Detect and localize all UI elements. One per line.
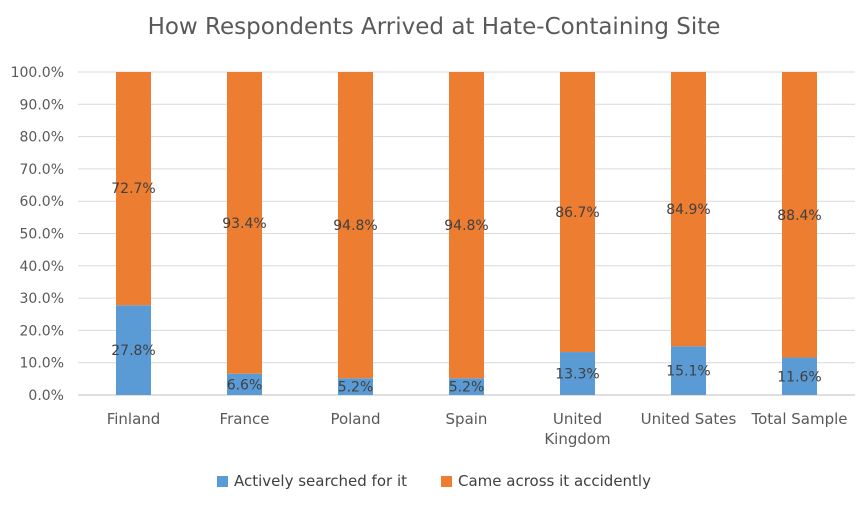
bar-searched [116, 305, 151, 395]
bar-accidental [227, 72, 262, 374]
x-tick-label: Total Sample [750, 410, 847, 428]
data-label-accidental: 93.4% [222, 216, 266, 232]
data-label-accidental: 84.9% [666, 202, 710, 218]
x-tick-label: United Sates [641, 410, 737, 428]
bar-searched [338, 378, 373, 395]
bar-accidental [449, 72, 484, 379]
legend-swatch-searched [217, 475, 228, 487]
x-tick-label: Finland [107, 410, 161, 428]
y-tick-label: 0.0% [28, 388, 64, 404]
data-label-searched: 13.3% [555, 367, 599, 383]
x-tick-label: United [553, 410, 602, 428]
bar-searched [560, 352, 595, 395]
x-tick-label: Kingdom [544, 430, 610, 448]
bar-searched [449, 378, 484, 395]
legend-swatch-accidental [441, 475, 452, 487]
data-label-searched: 6.6% [227, 377, 263, 393]
data-label-searched: 15.1% [666, 364, 710, 380]
data-label-accidental: 72.7% [111, 181, 155, 197]
x-tick-label: France [220, 410, 270, 428]
chart-title: How Respondents Arrived at Hate-Containi… [147, 14, 721, 40]
data-label-accidental: 94.8% [444, 218, 488, 234]
bar-accidental [671, 72, 706, 347]
data-label-accidental: 94.8% [333, 218, 377, 234]
y-tick-label: 50.0% [20, 227, 64, 243]
y-tick-label: 60.0% [20, 194, 64, 210]
x-tick-label: Spain [446, 410, 488, 428]
y-tick-label: 40.0% [20, 259, 64, 275]
data-label-searched: 5.2% [338, 380, 374, 396]
legend-item-searched: Actively searched for it [217, 472, 407, 490]
bar-accidental [116, 72, 151, 306]
data-label-accidental: 86.7% [555, 205, 599, 221]
y-tick-label: 30.0% [20, 291, 64, 307]
legend-label-searched: Actively searched for it [234, 472, 407, 490]
bar-accidental [338, 72, 373, 379]
chart-plot: 0.0% 10.0% 20.0% 30.0% 40.0% 50.0% 60.0% 70.0% 8… [11, 65, 855, 448]
x-tick-label: Poland [330, 410, 380, 428]
y-tick-label: 80.0% [20, 130, 64, 146]
data-label-searched: 27.8% [111, 343, 155, 359]
data-label-searched: 5.2% [449, 380, 485, 396]
y-tick-label: 20.0% [20, 323, 64, 339]
bar-searched [227, 373, 262, 395]
bar-searched [782, 357, 817, 395]
y-tick-label: 10.0% [20, 356, 64, 372]
legend-label-accidental: Came across it accidently [458, 472, 651, 490]
y-tick-label: 100.0% [11, 65, 64, 81]
y-tick-label: 90.0% [20, 97, 64, 113]
y-tick-label: 70.0% [20, 162, 64, 178]
bar-accidental [560, 72, 595, 353]
bar-searched [671, 346, 706, 395]
data-label-searched: 11.6% [777, 369, 821, 385]
bar-accidental [782, 72, 817, 358]
legend: Actively searched for it Came across it … [0, 472, 868, 490]
data-label-accidental: 88.4% [777, 208, 821, 224]
legend-item-accidental: Came across it accidently [441, 472, 651, 490]
